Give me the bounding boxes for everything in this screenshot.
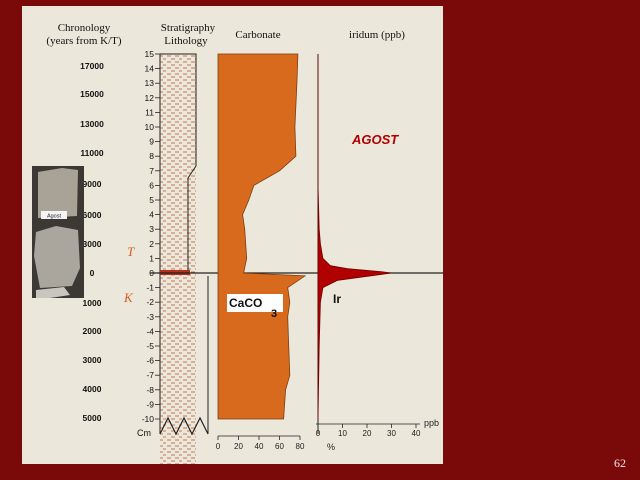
iridium-axis: 0 10 20 30 40 — [316, 423, 421, 438]
slide-number: 62 — [614, 456, 626, 470]
stratigraphy-header-line2: Lithology — [164, 35, 208, 47]
chronology-header-line1: Chronology — [58, 22, 111, 34]
cretaceous-label: K — [123, 290, 134, 305]
chronology-header-line2: (years from K/T) — [46, 35, 121, 47]
carbonate-header: Carbonate — [235, 29, 280, 41]
carbonate-area — [217, 53, 307, 420]
depth-tick-label: 10 — [145, 122, 155, 132]
chronology-tick-label: 13000 — [80, 119, 104, 129]
chronology-tick-label: 3000 — [83, 239, 102, 249]
depth-tick-label: 1 — [149, 253, 154, 263]
depth-tick-label: -6 — [146, 356, 154, 366]
depth-tick-label: -9 — [146, 399, 154, 409]
iridium-area — [317, 54, 392, 420]
chronology-tick-label: 1000 — [83, 298, 102, 308]
core-photo-label: Agost — [47, 214, 62, 220]
figure-panel: Chronology (years from K/T) Stratigraphy… — [22, 6, 443, 464]
iridium-tick-label: 40 — [412, 429, 421, 438]
iridium-unit: ppb — [424, 418, 439, 428]
chronology-tick-label: 5000 — [83, 413, 102, 423]
depth-tick-label: -1 — [146, 283, 154, 293]
depth-tick-label: 12 — [145, 93, 155, 103]
carbonate-tick-label: 60 — [275, 442, 284, 451]
depth-tick-label: 3 — [149, 224, 154, 234]
carbonate-tick-label: 20 — [234, 442, 243, 451]
carbonate-unit: % — [327, 442, 335, 452]
chronology-tick-label: 4000 — [83, 384, 102, 394]
depth-tick-label: 9 — [149, 137, 154, 147]
depth-tick-label: 4 — [149, 210, 154, 220]
tertiary-label: T — [127, 244, 135, 259]
depth-tick-label: 5 — [149, 195, 154, 205]
chronology-tick-label: 0 — [90, 268, 95, 278]
depth-tick-label: -2 — [146, 297, 154, 307]
site-label: AGOST — [351, 132, 399, 147]
depth-tick-label: 2 — [149, 239, 154, 249]
svg-text:3: 3 — [271, 308, 277, 320]
depth-scale: 1514131211109876543210-1-2-3-4-5-6-7-8-9… — [142, 49, 160, 424]
depth-tick-label: -5 — [146, 341, 154, 351]
depth-tick-label: -3 — [146, 312, 154, 322]
depth-tick-label: -10 — [142, 414, 155, 424]
chronology-tick-label: 6000 — [83, 210, 102, 220]
chronology-tick-label: 11000 — [80, 148, 103, 158]
chronology-ticks: 17000 15000 13000 11000 9000 6000 3000 0 1000 200… — [80, 61, 104, 423]
stratigraphy-header-line1: Stratigraphy — [161, 22, 216, 34]
carbonate-tick-label: 40 — [255, 442, 264, 451]
iridium-tick-label: 0 — [316, 429, 321, 438]
depth-tick-label: 8 — [149, 151, 154, 161]
iridium-tick-label: 10 — [338, 429, 347, 438]
chronology-tick-label: 9000 — [83, 179, 102, 189]
depth-unit-label: Cm — [137, 428, 151, 438]
depth-tick-label: 14 — [145, 64, 155, 74]
carbonate-axis: 0 20 40 60 80 — [216, 435, 305, 451]
depth-tick-label: 11 — [145, 107, 154, 117]
iridium-header: iridum (ppb) — [349, 29, 405, 41]
svg-text:CaCO: CaCO — [229, 296, 262, 310]
depth-tick-label: -4 — [146, 326, 154, 336]
depth-tick-label: 13 — [145, 78, 155, 88]
iridium-tick-label: 20 — [363, 429, 372, 438]
stratigraphy-figure: Chronology (years from K/T) Stratigraphy… — [32, 22, 443, 464]
chronology-tick-label: 3000 — [83, 355, 102, 365]
depth-tick-label: 7 — [149, 166, 154, 176]
depth-tick-label: -7 — [146, 370, 154, 380]
iridium-tick-label: 30 — [387, 429, 396, 438]
iridium-label: Ir — [333, 292, 341, 306]
lithology-column: Cm — [137, 53, 209, 464]
depth-tick-label: -8 — [146, 385, 154, 395]
chronology-tick-label: 15000 — [80, 89, 104, 99]
carbonate-tick-label: 0 — [216, 442, 221, 451]
carbonate-label: CaCO 3 — [227, 294, 283, 320]
carbonate-tick-label: 80 — [296, 442, 305, 451]
depth-tick-label: 6 — [149, 180, 154, 190]
depth-tick-label: 15 — [145, 49, 155, 59]
core-photo: Agost — [32, 166, 84, 298]
chronology-tick-label: 17000 — [80, 61, 104, 71]
chronology-tick-label: 2000 — [83, 326, 102, 336]
